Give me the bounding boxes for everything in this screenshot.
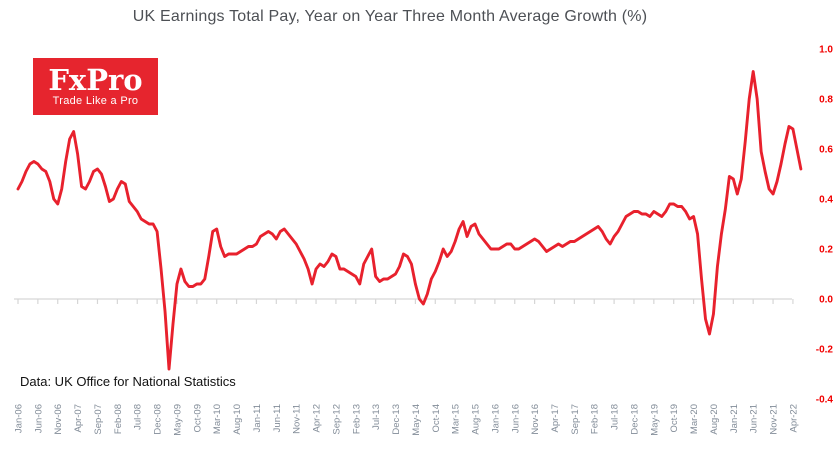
x-tick-label: May-09 bbox=[172, 404, 183, 436]
x-tick-label: Jul-13 bbox=[371, 404, 382, 430]
x-tick-label: Apr-17 bbox=[550, 404, 561, 433]
x-tick-label: Feb-08 bbox=[113, 404, 124, 434]
x-axis-labels: Jan-06 Jun-06 Nov-06 Apr-07 Sep-07 Feb-08 Jul-… bbox=[14, 404, 800, 436]
y-tick-label: 0.8 bbox=[819, 95, 833, 106]
fxpro-logo: FxPro Trade Like a Pro bbox=[33, 58, 158, 115]
x-tick-label: Nov-11 bbox=[292, 404, 303, 434]
x-tick-label: Nov-06 bbox=[53, 404, 64, 435]
y-tick-label: -0.4 bbox=[816, 395, 834, 406]
data-series-line bbox=[16, 70, 803, 371]
x-tick-label: Jan-06 bbox=[14, 404, 25, 433]
x-tick-label: Jan-11 bbox=[252, 404, 263, 432]
x-tick-label: Mar-20 bbox=[689, 404, 700, 434]
y-tick-label: 0.0 bbox=[819, 295, 833, 306]
x-tick-label: Apr-22 bbox=[788, 404, 799, 433]
y-tick-label: 1.0 bbox=[819, 45, 833, 56]
y-tick-label: 0.6 bbox=[819, 145, 833, 156]
x-tick-label: Jan-21 bbox=[729, 404, 740, 433]
x-tick-label: Apr-12 bbox=[312, 404, 323, 433]
x-tick-label: Feb-18 bbox=[590, 404, 601, 434]
y-tick-label: -0.2 bbox=[816, 345, 834, 356]
x-tick-label: Jul-18 bbox=[610, 404, 621, 430]
x-tick-label: Dec-13 bbox=[391, 404, 402, 435]
x-tick-label: Feb-13 bbox=[351, 404, 362, 434]
x-tick-label: Jun-11 bbox=[272, 404, 283, 432]
fxpro-logo-wordmark: FxPro bbox=[48, 63, 143, 97]
x-tick-label: Nov-21 bbox=[769, 404, 780, 435]
x-tick-label: Jan-16 bbox=[490, 404, 501, 433]
x-tick-label: Aug-10 bbox=[232, 404, 243, 435]
x-tick-label: Aug-20 bbox=[709, 404, 720, 435]
y-tick-label: 0.2 bbox=[819, 245, 833, 256]
x-tick-label: Nov-16 bbox=[530, 404, 541, 435]
x-tick-label: Sep-07 bbox=[93, 404, 104, 435]
x-tick-label: May-19 bbox=[649, 404, 660, 436]
x-axis bbox=[14, 298, 794, 304]
chart-title: UK Earnings Total Pay, Year on Year Thre… bbox=[132, 8, 648, 25]
fxpro-logo-tagline: Trade Like a Pro bbox=[52, 95, 139, 107]
x-tick-label: Jun-21 bbox=[749, 404, 760, 433]
x-tick-label: Oct-09 bbox=[192, 404, 203, 433]
x-tick-label: Oct-14 bbox=[431, 404, 442, 433]
x-tick-label: Aug-15 bbox=[471, 404, 482, 435]
x-tick-label: Sep-17 bbox=[570, 404, 581, 435]
x-tick-label: Oct-19 bbox=[669, 404, 680, 433]
x-tick-label: Apr-07 bbox=[73, 404, 84, 433]
x-tick-label: Mar-10 bbox=[212, 404, 223, 434]
x-tick-label: Dec-18 bbox=[629, 404, 640, 435]
x-tick-label: Dec-08 bbox=[153, 404, 164, 435]
y-axis-labels: 1.0 0.8 0.6 0.4 0.2 0.0 -0.2 -0.4 bbox=[816, 45, 834, 406]
x-tick-label: Jun-16 bbox=[510, 404, 521, 433]
source-note: Data: UK Office for National Statistics bbox=[20, 374, 236, 389]
x-tick-label: Mar-15 bbox=[451, 404, 462, 434]
x-tick-label: Jun-06 bbox=[33, 404, 44, 433]
x-tick-label: Jul-08 bbox=[133, 404, 144, 430]
y-tick-label: 0.4 bbox=[819, 195, 833, 206]
x-tick-label: May-14 bbox=[411, 404, 422, 436]
x-tick-label: Sep-12 bbox=[331, 404, 342, 435]
